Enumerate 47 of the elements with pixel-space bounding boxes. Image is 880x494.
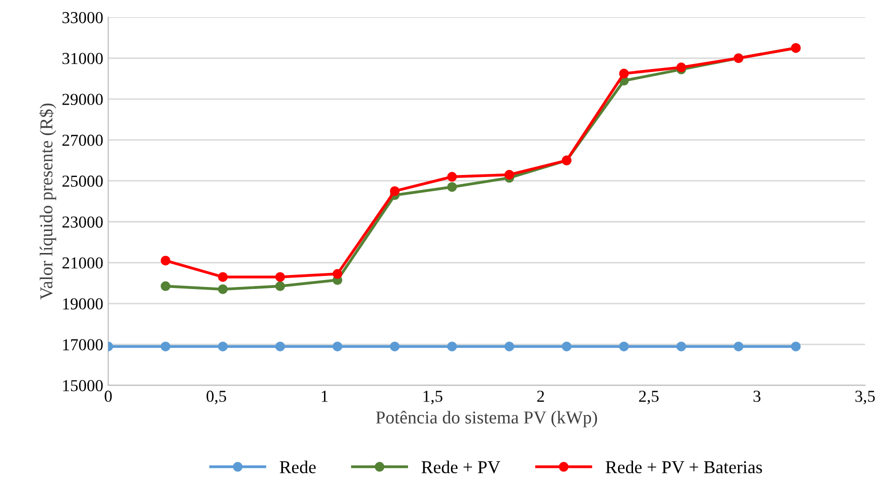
x-tick-label: 1 bbox=[322, 390, 328, 402]
y-tick-label: 19000 bbox=[63, 298, 103, 310]
point bbox=[332, 269, 342, 279]
point bbox=[390, 342, 400, 352]
point bbox=[218, 272, 228, 282]
point bbox=[447, 342, 457, 352]
legend-label: Rede + PV bbox=[422, 460, 500, 474]
point bbox=[160, 342, 170, 352]
point bbox=[734, 342, 744, 352]
point bbox=[504, 170, 514, 180]
point bbox=[160, 281, 170, 292]
point bbox=[447, 182, 457, 192]
legend-label: Rede bbox=[280, 460, 316, 474]
x-tick-label: 3 bbox=[754, 390, 760, 402]
y-tick-label: 31000 bbox=[62, 52, 103, 64]
point bbox=[619, 342, 629, 352]
point bbox=[332, 342, 342, 352]
y-tick-label: 21000 bbox=[62, 257, 103, 269]
point bbox=[676, 342, 686, 352]
point bbox=[275, 272, 286, 282]
point bbox=[619, 68, 629, 78]
x-tick-label: 2 bbox=[537, 390, 544, 402]
point bbox=[504, 342, 514, 352]
point bbox=[275, 342, 286, 352]
y-tick-label: 15000 bbox=[63, 380, 103, 392]
y-tick-label: 27000 bbox=[62, 134, 103, 146]
x-axis-title: Potência do sistema PV (kWp) bbox=[376, 410, 598, 428]
x-tick-label: 0 bbox=[104, 390, 112, 402]
x-tick-label: 2,5 bbox=[639, 390, 659, 404]
point bbox=[562, 342, 572, 352]
point bbox=[275, 281, 286, 292]
y-axis-title: Valor líquido presente (R$) bbox=[39, 104, 56, 300]
point bbox=[790, 342, 801, 352]
y-tick-label: 25000 bbox=[62, 176, 103, 187]
x-tick-label: 3,5 bbox=[855, 390, 875, 404]
y-tick-label: 29000 bbox=[62, 94, 103, 106]
legend-label: Rede + PV + Baterias bbox=[606, 460, 762, 474]
y-tick-label: 23000 bbox=[62, 216, 103, 228]
point bbox=[218, 284, 228, 294]
x-tick-label: 0,5 bbox=[206, 390, 226, 404]
point bbox=[160, 256, 170, 266]
x-tick-label: 1,5 bbox=[424, 390, 442, 404]
point bbox=[447, 172, 457, 182]
y-tick-label: 33000 bbox=[62, 12, 103, 24]
y-tick-label: 17000 bbox=[63, 339, 103, 350]
point bbox=[218, 342, 228, 352]
point bbox=[390, 186, 400, 196]
